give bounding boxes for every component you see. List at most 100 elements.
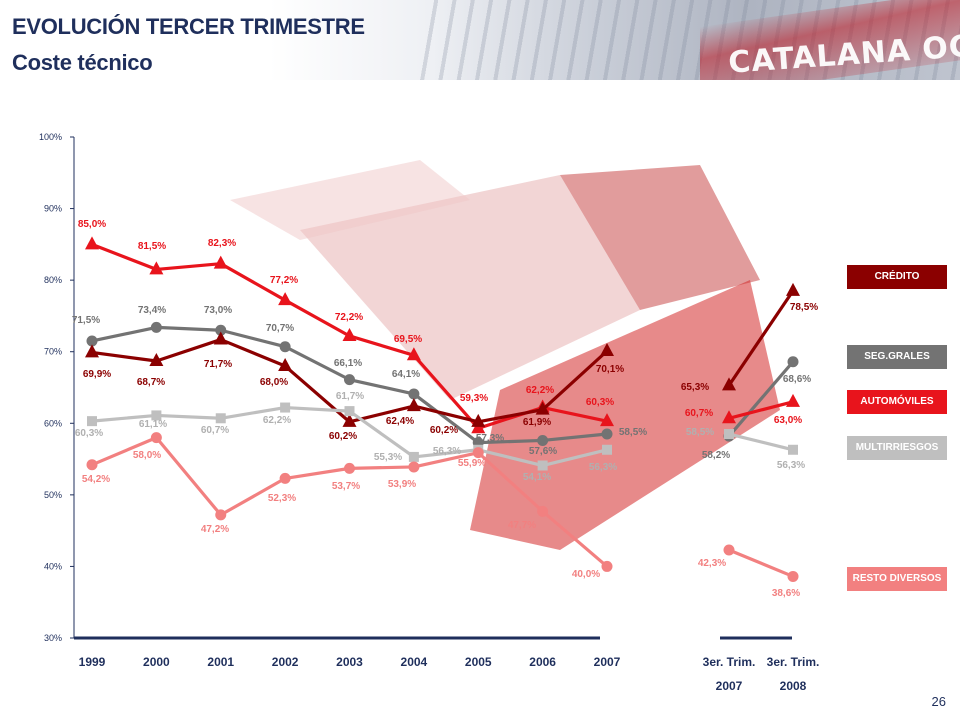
x-tick-label: 2006 (529, 655, 556, 669)
quarterly-line-resto diversos (728, 548, 794, 578)
data-label: 47,2% (201, 524, 229, 535)
quarterly-point (788, 444, 798, 455)
legend-item-autom-viles: AUTOMÓVILES (847, 390, 947, 414)
x-tick-label: 2002 (272, 655, 299, 669)
data-label: 68,7% (137, 377, 165, 388)
annual-point (215, 509, 227, 521)
data-label: 77,2% (270, 275, 298, 286)
annual-point (85, 344, 99, 358)
annual-point (472, 447, 484, 459)
annual-point (342, 413, 357, 427)
page-subtitle: Coste técnico (12, 50, 153, 75)
quarterly-point (786, 282, 800, 296)
data-label: 62,2% (526, 385, 554, 396)
y-tick-label: 70% (44, 347, 62, 357)
data-label: 55,3% (374, 452, 402, 463)
data-label: 47,7% (508, 520, 536, 531)
data-label: 85,0% (78, 219, 106, 230)
data-label: 60,7% (201, 425, 229, 436)
data-label: 56,3% (589, 462, 617, 473)
annual-point (149, 261, 164, 275)
annual-point (151, 410, 162, 421)
legend-item-multirriesgos: MULTIRRIESGOS (847, 436, 947, 460)
data-label: 69,5% (394, 334, 422, 345)
data-label: 54,2% (82, 474, 110, 485)
data-label: 62,4% (386, 416, 414, 427)
cost-chart: 30% 40% 50% 60% 70% 80% 90% 100% 1999 2000 2001 200… (39, 132, 819, 693)
annual-point (600, 342, 614, 356)
data-label: 63,0% (774, 415, 802, 426)
series-layer (85, 236, 800, 582)
annual-point (344, 374, 355, 386)
quarterly-point (787, 356, 799, 368)
data-label: 70,7% (266, 323, 294, 334)
legend-item-cr-dito: CRÉDITO (847, 265, 947, 289)
quarterly-point (722, 410, 736, 424)
annual-point (215, 413, 226, 424)
annual-point (602, 444, 612, 455)
data-label: 38,6% (772, 588, 800, 599)
annual-point (408, 388, 420, 400)
annual-point (344, 462, 355, 474)
y-tick-label: 90% (44, 204, 62, 214)
annual-point (471, 413, 486, 427)
x-tick-label: 2004 (401, 655, 428, 669)
annual-point (408, 461, 420, 473)
data-label: 54,1% (523, 472, 551, 483)
data-label: 64,1% (392, 369, 420, 380)
legend-item-resto-diversos: RESTO DIVERSOS (847, 567, 947, 591)
data-label: 55,9% (458, 458, 486, 469)
annual-point (86, 335, 98, 347)
annual-point (406, 398, 421, 412)
data-label: 82,3% (208, 238, 236, 249)
y-tick-label: 30% (44, 633, 62, 643)
x-tick-label: 2003 (336, 655, 363, 669)
annual-point (535, 401, 550, 415)
data-label: 65,3% (681, 382, 709, 393)
annual-point (150, 432, 162, 444)
data-label: 52,3% (268, 493, 296, 504)
data-label: 72,2% (335, 312, 363, 323)
y-tick-label: 60% (44, 418, 62, 428)
annual-point (86, 459, 98, 471)
y-tick-label: 80% (44, 275, 62, 285)
data-label: 60,7% (685, 408, 713, 419)
data-label: 62,2% (263, 415, 291, 426)
quarterly-line-multirriesgos (728, 432, 794, 452)
labels-layer: 85,0% 81,5% 82,3% 77,2% 72,2% 69,5% 59,3% 62,2%… (72, 219, 818, 599)
data-label: 40,0% (572, 569, 600, 580)
annual-point (537, 505, 549, 517)
data-label: 56,3% (433, 446, 461, 457)
annual-point (344, 406, 355, 417)
quarterly-point (723, 544, 735, 556)
annual-point (215, 324, 227, 336)
data-label: 61,9% (523, 417, 551, 428)
annual-point (406, 347, 421, 361)
data-label: 60,2% (329, 431, 357, 442)
data-label: 57,3% (476, 433, 504, 444)
header-banner: CATALANA OCCIDENTE EVOLUCIÓN TERCER TRIM… (0, 0, 960, 80)
data-label: 69,9% (83, 369, 111, 380)
annual-point (601, 428, 613, 440)
quarterly-line-automóviles (728, 400, 794, 420)
data-label: 60,3% (75, 428, 103, 439)
page-number: 26 (931, 694, 946, 709)
y-tick-label: 50% (44, 490, 62, 500)
annual-point (279, 341, 291, 353)
annual-point (213, 255, 228, 269)
data-label: 73,4% (138, 305, 166, 316)
annual-point (280, 402, 291, 413)
data-label: 73,0% (204, 305, 232, 316)
annual-point (149, 353, 164, 367)
annual-point (85, 236, 99, 250)
annual-point (600, 413, 614, 427)
annual-point (342, 327, 357, 341)
data-label: 53,9% (388, 479, 416, 490)
x-tick-label: 2007 (716, 679, 743, 693)
data-label: 60,2% (430, 425, 458, 436)
axes: 30% 40% 50% 60% 70% 80% 90% 100% 1999 2000 2001 200… (39, 132, 819, 693)
y-tick-label: 100% (39, 132, 62, 142)
data-label: 68,0% (260, 377, 288, 388)
data-label: 60,3% (586, 397, 614, 408)
quarterly-point (786, 393, 800, 407)
